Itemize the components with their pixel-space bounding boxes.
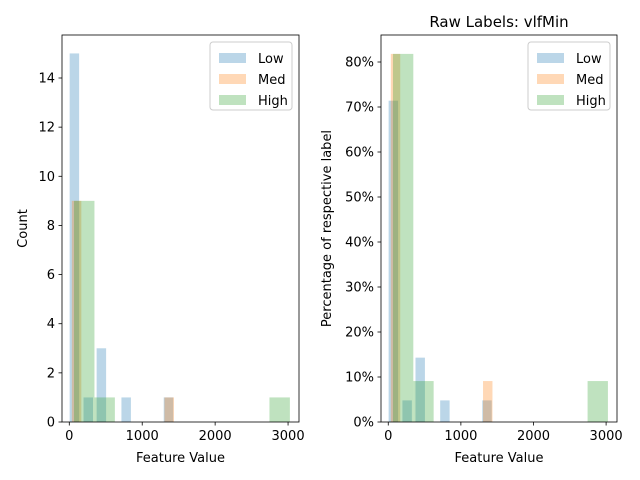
left-bar-high-0 xyxy=(74,200,95,422)
right-legend-swatch-high xyxy=(537,95,564,105)
left-bar-med-0 xyxy=(71,200,82,422)
right-bar-med-1 xyxy=(483,381,493,422)
left-bar-low-2 xyxy=(96,348,107,422)
right-x-tick-label-3000: 3000 xyxy=(590,429,623,444)
right-y-tick-label-0.8: 80% xyxy=(345,56,374,71)
left-y-tick-label-2: 2 xyxy=(47,366,55,381)
right-y-tick-label-0.3: 30% xyxy=(345,281,374,296)
right-bar-low-3 xyxy=(440,400,450,422)
left-y-tick-label-0: 0 xyxy=(47,416,55,431)
left-y-tick-label-4: 4 xyxy=(47,317,55,332)
right-x-tick-label-2000: 2000 xyxy=(517,429,550,444)
left-y-axis-label: Count xyxy=(16,209,31,248)
right-y-tick-label-0: 0% xyxy=(353,416,374,431)
right-bar-low-2 xyxy=(415,357,425,422)
right-legend-box xyxy=(527,41,611,111)
right-axes-frame xyxy=(380,34,618,423)
right-legend-swatch-low xyxy=(537,53,564,63)
left-legend-box xyxy=(209,41,293,111)
left-ticks: 0 1000 2000 3000 0 2 4 6 8 10 12 14 xyxy=(38,72,304,445)
right-legend-label-low: Low xyxy=(576,52,602,67)
right-legend-label-med: Med xyxy=(576,73,603,88)
left-x-tick-label-0: 0 xyxy=(65,429,73,444)
right-bar-low-1 xyxy=(402,400,412,422)
right-y-tick-label-0.4: 40% xyxy=(345,236,374,251)
left-x-tick-label-1000: 1000 xyxy=(126,429,159,444)
left-y-tick-label-14: 14 xyxy=(38,72,55,87)
right-bar-low-4 xyxy=(482,400,492,422)
left-x-axis-label: Feature Value xyxy=(136,451,225,466)
right-y-axis-label: Percentage of respective label xyxy=(320,130,335,327)
left-bars xyxy=(69,53,290,423)
left-y-tick-label-8: 8 xyxy=(47,219,55,234)
left-legend: Low Med High xyxy=(209,41,293,111)
right-y-tick-label-0.7: 70% xyxy=(345,101,374,116)
right-bar-high-1 xyxy=(413,381,434,422)
left-x-tick-label-2000: 2000 xyxy=(199,429,232,444)
right-y-tick-label-0.6: 60% xyxy=(345,146,374,161)
right-y-tick-label-0.5: 50% xyxy=(345,191,374,206)
right-bar-med-0 xyxy=(390,53,401,423)
right-bar-high-0 xyxy=(392,53,414,423)
left-x-tick-label-3000: 3000 xyxy=(272,429,305,444)
left-legend-label-high: High xyxy=(258,94,288,109)
left-legend-swatch-low xyxy=(219,53,246,63)
right-x-axis-label: Feature Value xyxy=(455,451,544,466)
left-bar-med-1 xyxy=(164,397,174,422)
left-bar-high-1 xyxy=(94,397,115,422)
right-y-tick-label-0.2: 20% xyxy=(345,326,374,341)
right-bars xyxy=(388,53,608,423)
left-legend-label-low: Low xyxy=(258,52,284,67)
right-subplot: 0 1000 2000 30000%10%20%30%40%50%60%70%80% … xyxy=(320,13,623,466)
right-x-tick-label-1000: 1000 xyxy=(444,429,477,444)
left-legend-swatch-high xyxy=(219,95,246,105)
left-bar-low-0 xyxy=(69,53,80,423)
right-legend-label-high: High xyxy=(576,94,606,109)
right-y-tick-label-0.1: 10% xyxy=(345,371,374,386)
left-axes-frame xyxy=(61,34,300,423)
left-legend-label-med: Med xyxy=(258,73,285,88)
left-y-tick-label-10: 10 xyxy=(38,170,55,185)
left-y-tick-label-12: 12 xyxy=(38,121,55,136)
left-legend-swatch-med xyxy=(219,74,246,84)
left-bar-low-3 xyxy=(121,397,131,422)
right-title: Raw Labels: vlfMin xyxy=(429,13,568,31)
left-y-tick-label-6: 6 xyxy=(47,268,55,283)
right-bar-high-2 xyxy=(587,381,608,422)
right-legend: Low Med High xyxy=(527,41,611,111)
right-legend-swatch-med xyxy=(537,74,564,84)
right-bar-low-0 xyxy=(388,100,399,422)
left-subplot: 0 1000 2000 3000 0 2 4 6 8 10 12 14 Feature Value C… xyxy=(16,34,305,466)
left-bar-high-2 xyxy=(269,397,290,422)
right-x-tick-label-0: 0 xyxy=(384,429,392,444)
right-ticks: 0 1000 2000 3000 0% 10% 20% 30% 40% 50% 60% 70% 80% xyxy=(345,56,623,445)
left-bar-low-4 xyxy=(163,397,174,422)
left-bar-low-1 xyxy=(83,397,93,422)
